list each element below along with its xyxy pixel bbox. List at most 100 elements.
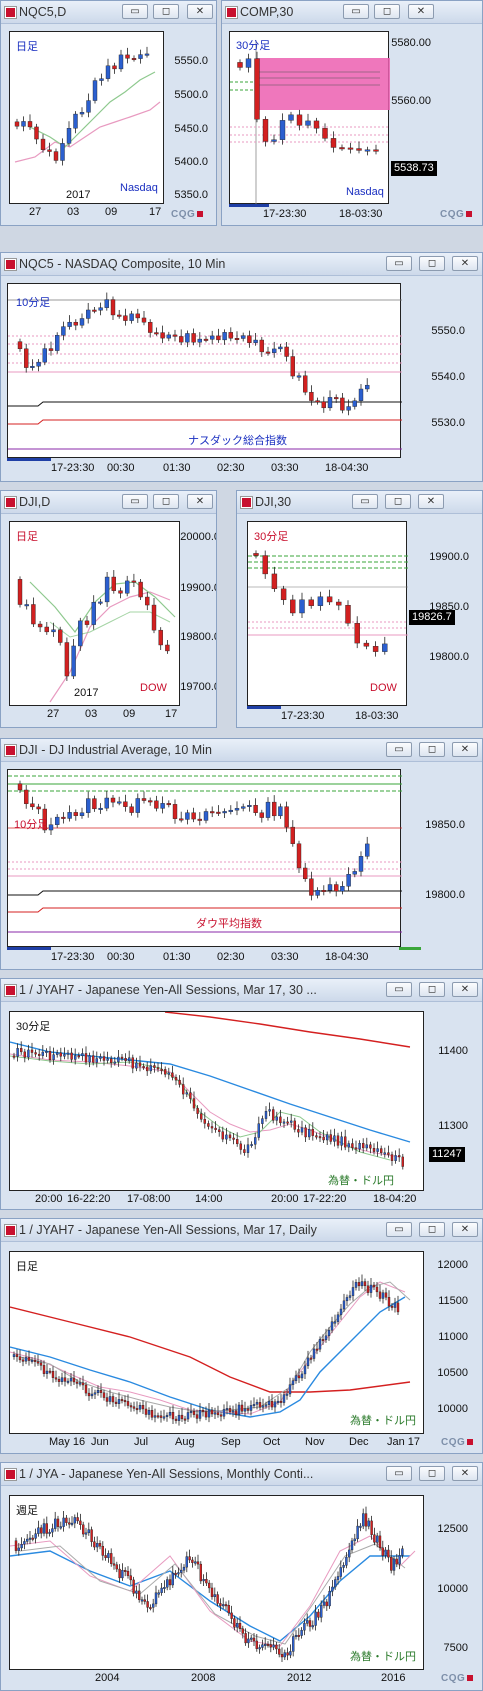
restore-button[interactable]: ◻ <box>419 1466 445 1481</box>
candlestick-chart <box>10 1506 416 1663</box>
minimize-button[interactable]: ▭ <box>386 742 412 757</box>
candle-body <box>54 1377 58 1380</box>
x-tick: 17-23:30 <box>51 951 95 963</box>
candle-body <box>339 147 345 150</box>
candle-body <box>395 1558 398 1565</box>
minimize-button[interactable]: ▭ <box>386 1222 412 1237</box>
price-chart-area[interactable]: 30分足 DOW <box>247 521 408 706</box>
title-bar[interactable]: DJI,30 ▭ ◻ ✕ <box>237 491 482 514</box>
price-axis: 5580.00 5560.00 <box>389 31 431 204</box>
price-chart-area[interactable]: 10分足 ナスダック総合指数 <box>7 283 402 458</box>
close-button[interactable]: ✕ <box>418 494 444 509</box>
candle-body <box>286 1652 289 1656</box>
close-button[interactable]: ✕ <box>452 742 478 757</box>
session-bar <box>7 458 51 461</box>
y-tick: 5500.0 <box>174 89 208 101</box>
minimize-button[interactable]: ▭ <box>386 1466 412 1481</box>
chart-window-comp-30min[interactable]: COMP,30 ▭ ◻ ✕ 30分足 Nasdaq 5580.00 5560.0… <box>221 0 483 226</box>
restore-button[interactable]: ◻ <box>153 4 179 19</box>
candle-body <box>192 1098 196 1109</box>
candle-body <box>375 1286 379 1293</box>
restore-button[interactable]: ◻ <box>419 742 445 757</box>
close-button[interactable]: ✕ <box>408 4 434 19</box>
candle-body <box>31 604 36 625</box>
candle-body <box>112 65 117 70</box>
title-bar[interactable]: 1 / JYAH7 - Japanese Yen-All Sessions, M… <box>1 979 482 1002</box>
minimize-button[interactable]: ▭ <box>386 256 412 271</box>
price-chart-area[interactable]: 週足 為替・ドル円 <box>9 1495 424 1670</box>
restore-button[interactable]: ◻ <box>419 256 445 271</box>
minimize-button[interactable]: ▭ <box>386 982 412 997</box>
candle-body <box>401 1156 404 1167</box>
candle-body <box>12 1055 16 1058</box>
title-bar[interactable]: NQC5,D ▭ ◻ ✕ <box>1 1 216 24</box>
candle-body <box>24 789 29 804</box>
y-tick: 10000 <box>437 1583 468 1595</box>
minimize-button[interactable]: ▭ <box>122 4 148 19</box>
candle-body <box>198 1409 202 1419</box>
candle-body <box>315 890 320 896</box>
title-bar[interactable]: 1 / JYAH7 - Japanese Yen-All Sessions, M… <box>1 1219 482 1242</box>
y-tick: 11400 <box>438 1045 468 1057</box>
candle-body <box>159 1415 163 1418</box>
price-chart-area[interactable]: 30分足 為替・ドル円 <box>9 1011 424 1191</box>
time-axis: May 16 Jun Jul Aug Sep Oct Nov Dec Jan 1… <box>9 1435 424 1451</box>
candle-body <box>154 332 159 335</box>
close-button[interactable]: ✕ <box>187 4 213 19</box>
y-tick: 5550.0 <box>174 55 208 67</box>
restore-button[interactable]: ◻ <box>419 982 445 997</box>
title-bar[interactable]: NQC5 - NASDAQ Composite, 10 Min ▭ ◻ ✕ <box>1 253 482 276</box>
title-bar[interactable]: 1 / JYA - Japanese Yen-All Sessions, Mon… <box>1 1463 482 1486</box>
close-button[interactable]: ✕ <box>452 982 478 997</box>
candle-body <box>45 1370 49 1374</box>
price-chart-area[interactable]: 日足 Nasdaq 2017 <box>9 31 164 204</box>
minimize-button[interactable]: ▭ <box>352 494 378 509</box>
title-bar[interactable]: COMP,30 ▭ ◻ ✕ <box>222 1 482 24</box>
chart-window-nqc5-daily[interactable]: NQC5,D ▭ ◻ ✕ 日足 Nasdaq 2017 5550.0 5500.… <box>0 0 217 226</box>
close-button[interactable]: ✕ <box>452 256 478 271</box>
chart-window-jyah7-30min[interactable]: 1 / JYAH7 - Japanese Yen-All Sessions, M… <box>0 978 483 1210</box>
y-tick: 5350.0 <box>174 189 208 201</box>
candle-body <box>105 1397 109 1402</box>
candle-body <box>209 811 215 814</box>
title-bar[interactable]: DJI,D ▭ ◻ ✕ <box>1 491 216 514</box>
chart-window-dji-daily[interactable]: DJI,D ▭ ◻ ✕ 日足 DOW 2017 20000.0 19900.0 … <box>0 490 217 728</box>
price-chart-area[interactable]: 日足 DOW 2017 <box>9 521 180 706</box>
candle-body <box>93 1392 97 1395</box>
title-bar[interactable]: DJI - DJ Industrial Average, 10 Min ▭ ◻ … <box>1 739 482 762</box>
candle-body <box>381 1292 385 1299</box>
candle-body <box>34 126 39 140</box>
candle-body <box>203 811 209 821</box>
candle-body <box>300 1127 304 1133</box>
chart-window-nqc5-10min[interactable]: NQC5 - NASDAQ Composite, 10 Min ▭ ◻ ✕ 10… <box>0 252 483 482</box>
chart-window-jyah7-daily[interactable]: 1 / JYAH7 - Japanese Yen-All Sessions, M… <box>0 1218 483 1454</box>
candle-body <box>129 1405 133 1408</box>
candle-body <box>346 406 351 411</box>
close-button[interactable]: ✕ <box>187 494 213 509</box>
chart-window-dji-10min[interactable]: DJI - DJ Industrial Average, 10 Min ▭ ◻ … <box>0 738 483 970</box>
restore-button[interactable]: ◻ <box>419 1222 445 1237</box>
candle-body <box>149 1065 153 1072</box>
close-button[interactable]: ✕ <box>452 1466 478 1481</box>
candle-body <box>165 644 170 652</box>
price-axis: 12500 10000 7500 <box>424 1495 468 1670</box>
restore-button[interactable]: ◻ <box>153 494 179 509</box>
time-axis: 17-23:30 18-03:30 <box>247 709 407 725</box>
candle-body <box>171 1412 175 1420</box>
price-chart-area[interactable]: 30分足 Nasdaq <box>229 31 390 205</box>
minimize-button[interactable]: ▭ <box>343 4 369 19</box>
restore-button[interactable]: ◻ <box>385 494 411 509</box>
candle-body <box>376 1535 379 1543</box>
price-chart-area[interactable]: 日足 為替・ドル円 <box>9 1251 424 1434</box>
candle-body <box>109 1058 113 1063</box>
minimize-button[interactable]: ▭ <box>122 494 148 509</box>
chart-window-jya-monthly[interactable]: 1 / JYA - Japanese Yen-All Sessions, Mon… <box>0 1462 483 1691</box>
close-button[interactable]: ✕ <box>452 1222 478 1237</box>
candle-body <box>154 800 159 809</box>
price-chart-area[interactable]: 10分足 ダウ平均指数 <box>7 769 402 947</box>
x-tick: 2012 <box>287 1672 312 1684</box>
restore-button[interactable]: ◻ <box>374 4 400 19</box>
x-tick: 18-03:30 <box>355 710 399 722</box>
chart-window-dji-30min[interactable]: DJI,30 ▭ ◻ ✕ 30分足 DOW 19900.0 19850.0 19… <box>236 490 483 728</box>
candle-body <box>61 816 66 819</box>
